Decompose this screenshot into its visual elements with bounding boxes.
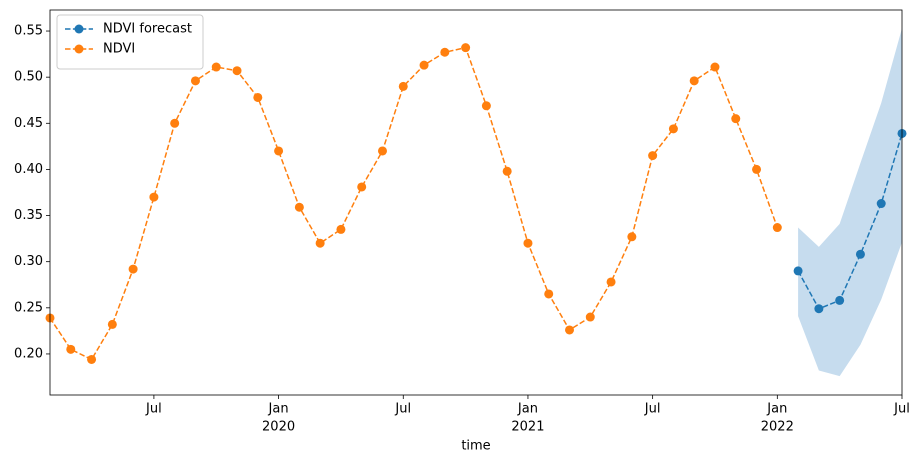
y-tick-label: 0.20	[14, 346, 43, 361]
y-tick-label: 0.50	[14, 70, 43, 85]
data-point	[544, 289, 554, 299]
legend-marker	[74, 24, 84, 34]
x-tick-sublabel: 2020	[262, 420, 295, 435]
data-point	[190, 76, 200, 86]
data-point	[357, 182, 367, 192]
data-point	[398, 81, 408, 91]
data-point	[565, 325, 575, 335]
legend-box	[56, 14, 204, 70]
data-point	[419, 60, 429, 70]
data-point	[253, 92, 263, 102]
data-point	[606, 277, 616, 287]
plot-frame	[49, 9, 903, 396]
x-tick-label: Jan	[766, 402, 787, 417]
data-point	[793, 266, 803, 276]
data-point	[689, 76, 699, 86]
data-point	[523, 238, 533, 248]
data-point	[814, 304, 824, 314]
data-point	[668, 124, 678, 134]
data-point	[315, 238, 325, 248]
data-point	[835, 295, 845, 305]
y-tick-label: 0.40	[14, 162, 43, 177]
y-tick-label: 0.25	[14, 300, 43, 315]
x-tick-label: Jul	[145, 402, 162, 417]
y-tick-label: 0.35	[14, 208, 43, 223]
data-point	[648, 151, 658, 161]
confidence-band	[798, 28, 902, 377]
series-line	[797, 133, 903, 310]
x-axis-label: time	[461, 439, 490, 454]
data-point	[461, 43, 471, 53]
data-point	[710, 62, 720, 72]
y-tick-label: 0.30	[14, 254, 43, 269]
x-tick-label: Jan	[517, 402, 538, 417]
data-point	[752, 164, 762, 174]
data-point	[377, 146, 387, 156]
data-point	[128, 264, 138, 274]
x-tick-label: Jul	[893, 402, 910, 417]
data-point	[294, 202, 304, 212]
x-tick-sublabel: 2021	[511, 420, 544, 435]
data-point	[66, 344, 76, 354]
x-tick-sublabel: 2022	[761, 420, 794, 435]
x-tick-label: Jan	[268, 402, 289, 417]
data-point	[336, 224, 346, 234]
data-point	[481, 101, 491, 111]
data-point	[731, 114, 741, 124]
data-point	[149, 192, 159, 202]
data-point	[87, 354, 97, 364]
data-point	[585, 312, 595, 322]
x-tick-label: Jul	[644, 402, 661, 417]
legend-marker	[74, 44, 84, 54]
data-point	[170, 118, 180, 128]
data-point	[232, 66, 242, 76]
legend-label: NDVI	[103, 42, 135, 57]
x-tick-label: Jul	[394, 402, 411, 417]
y-tick-label: 0.45	[14, 116, 43, 131]
legend-label: NDVI forecast	[103, 22, 192, 37]
data-point	[107, 319, 117, 329]
data-point	[855, 249, 865, 259]
data-point	[274, 146, 284, 156]
data-point	[211, 62, 221, 72]
data-point	[627, 232, 637, 242]
data-point	[876, 199, 886, 209]
data-point	[772, 223, 782, 233]
data-point	[502, 166, 512, 176]
data-point	[440, 47, 450, 57]
y-tick-label: 0.55	[14, 24, 43, 39]
series-line	[49, 46, 779, 361]
